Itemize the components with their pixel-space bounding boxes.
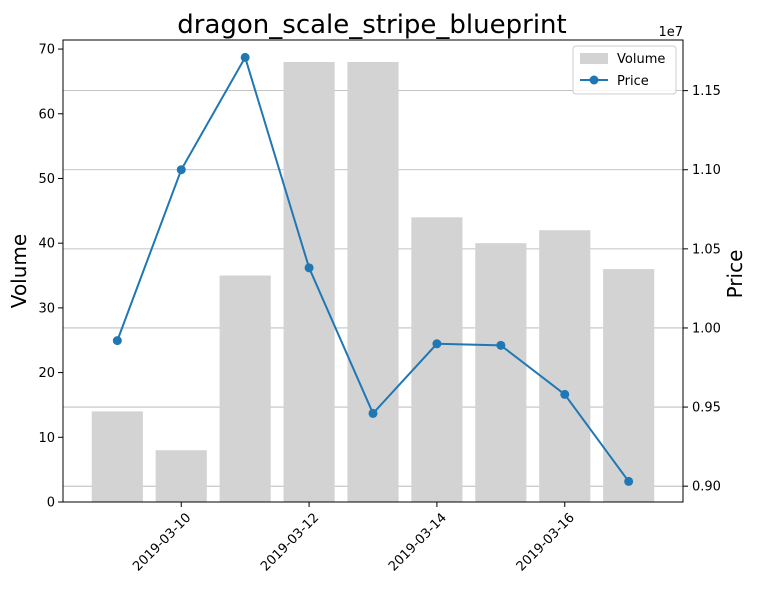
left-y-tick-label: 20	[38, 366, 55, 381]
plot-frame	[62, 39, 684, 503]
price-point	[112, 336, 122, 346]
right-y-tick-label: 1.10	[692, 163, 721, 178]
volume-bar	[91, 411, 143, 502]
legend-volume-swatch	[580, 53, 608, 64]
bars-layer	[91, 62, 655, 503]
left-y-tick-label: 30	[38, 301, 55, 316]
volume-bar	[347, 62, 399, 502]
volume-bar	[475, 243, 527, 503]
left-y-tick-label: 60	[38, 107, 55, 122]
right-y-axis-label: Price	[723, 250, 747, 299]
volume-bar	[603, 269, 655, 502]
left-y-tick-label: 40	[38, 237, 55, 252]
price-point	[240, 52, 250, 62]
price-point	[432, 339, 442, 349]
legend-volume-label: Volume	[617, 52, 665, 67]
left-y-tick-label: 50	[38, 172, 55, 187]
price-point	[624, 476, 634, 486]
legend: Volume Price	[572, 45, 677, 95]
right-y-tick-label: 1.00	[692, 321, 721, 336]
chart-title: dragon_scale_stripe_blueprint	[177, 10, 566, 40]
price-point	[176, 165, 186, 175]
price-point	[304, 263, 314, 273]
left-y-tick-label: 0	[47, 496, 55, 511]
right-y-axis: 0.90 0.95 1.00 1.05 1.10 1.15	[683, 84, 721, 495]
volume-bar	[539, 230, 591, 502]
right-axis-offset-text: 1e7	[658, 25, 683, 40]
legend-price-label: Price	[617, 74, 649, 89]
volume-bar	[411, 217, 463, 502]
price-line-layer	[112, 52, 634, 486]
left-y-axis-label: Volume	[7, 234, 31, 308]
right-y-tick-label: 1.15	[692, 84, 721, 99]
volume-bar	[219, 275, 271, 502]
right-y-tick-label: 0.90	[692, 480, 721, 495]
price-point	[368, 408, 378, 418]
legend-price-marker	[589, 75, 599, 85]
left-y-tick-label: 70	[38, 43, 55, 58]
price-point	[560, 389, 570, 399]
volume-bar	[283, 62, 335, 502]
left-y-axis: 0 10 20 30 40 50 60 70	[38, 43, 63, 511]
price-point	[496, 340, 506, 350]
right-y-tick-label: 0.95	[692, 401, 721, 416]
left-y-tick-label: 10	[38, 431, 55, 446]
right-y-tick-label: 1.05	[692, 242, 721, 257]
volume-bar	[155, 450, 207, 502]
